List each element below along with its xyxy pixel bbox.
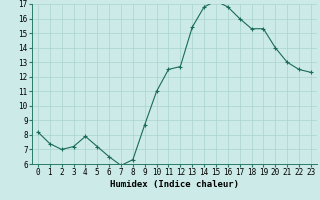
X-axis label: Humidex (Indice chaleur): Humidex (Indice chaleur) xyxy=(110,180,239,189)
